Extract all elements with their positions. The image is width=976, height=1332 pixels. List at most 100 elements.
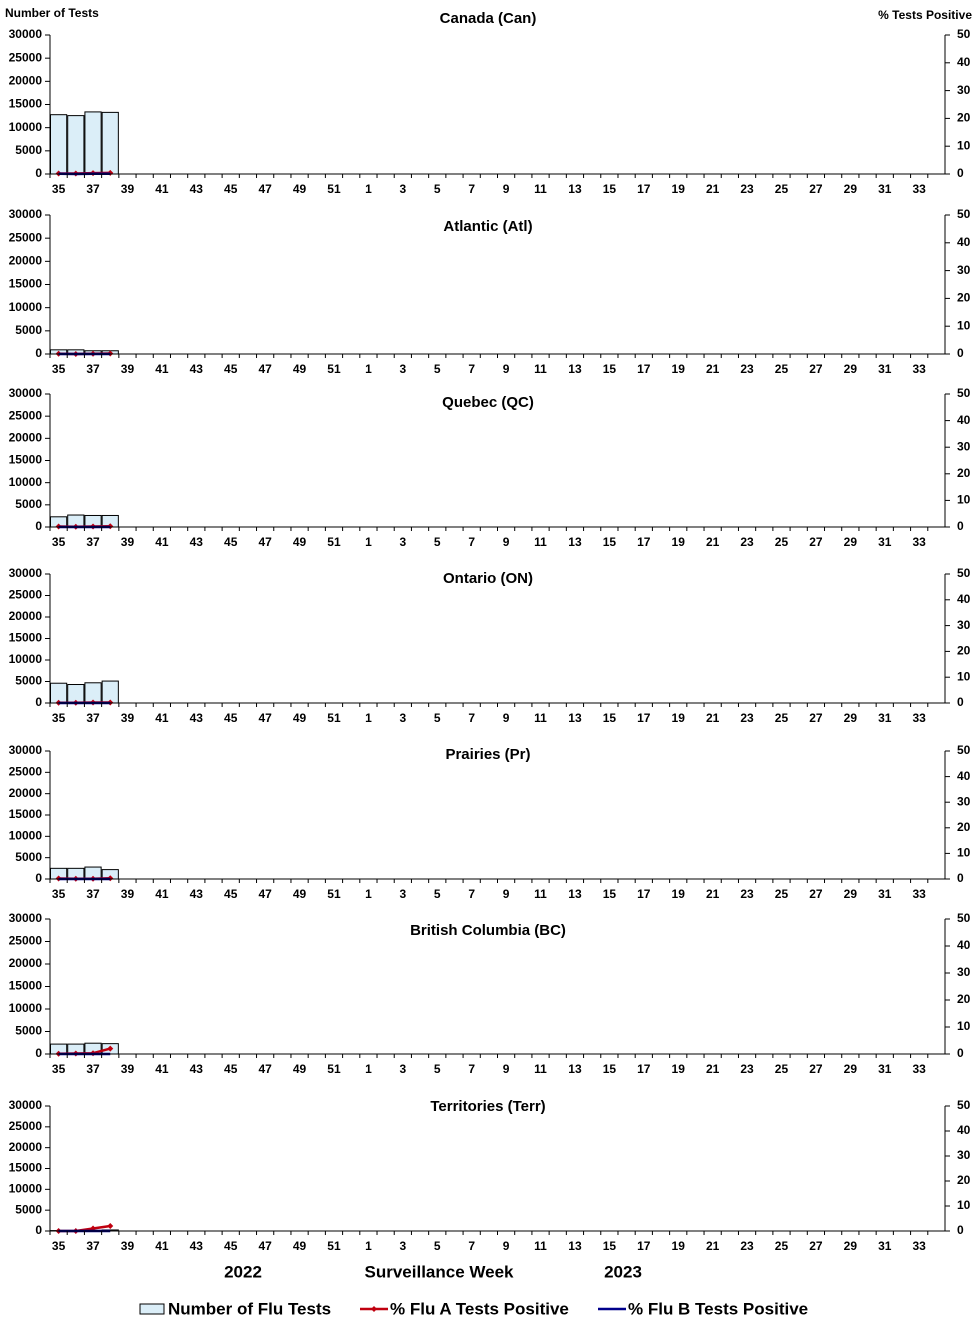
y2-tick-label: 50	[957, 207, 971, 221]
x-tick-label: 5	[434, 182, 441, 196]
y2-tick-label: 50	[957, 1098, 971, 1112]
x-tick-label: 29	[844, 182, 858, 196]
y-tick-label: 20000	[9, 74, 43, 88]
x-tick-label: 49	[293, 887, 307, 901]
y-tick-label: 20000	[9, 786, 43, 800]
y-tick-label: 30000	[9, 207, 43, 221]
x-tick-label: 37	[86, 535, 100, 549]
legend-swatch	[139, 1303, 165, 1315]
x-tick-label: 17	[637, 1239, 651, 1253]
panel-title: Atlantic (Atl)	[443, 218, 532, 235]
x-tick-label: 3	[399, 887, 406, 901]
x-tick-label: 31	[878, 887, 892, 901]
x-tick-label: 47	[258, 362, 272, 376]
y2-tick-label: 30	[957, 794, 971, 808]
x-tick-label: 25	[775, 1062, 789, 1076]
x-tick-label: 39	[121, 182, 135, 196]
x-tick-label: 19	[672, 1062, 686, 1076]
y2-tick-label: 10	[957, 1019, 971, 1033]
x-tick-label: 25	[775, 182, 789, 196]
x-tick-label: 15	[603, 1062, 617, 1076]
x-tick-label: 41	[155, 711, 169, 725]
y2-tick-label: 30	[957, 263, 971, 277]
x-tick-label: 19	[672, 182, 686, 196]
y-tick-label: 0	[35, 871, 42, 885]
x-tick-label: 9	[503, 711, 510, 725]
y2-tick-label: 10	[957, 318, 971, 332]
x-tick-label: 39	[121, 1239, 135, 1253]
marker	[107, 1045, 114, 1052]
y2-tick-label: 0	[957, 1046, 964, 1060]
y-tick-label: 0	[35, 695, 42, 709]
panel-title: Ontario (ON)	[443, 570, 533, 587]
x-tick-label: 3	[399, 1062, 406, 1076]
x-tick-label: 11	[534, 182, 547, 196]
y-tick-label: 15000	[9, 807, 43, 821]
y-tick-label: 5000	[15, 850, 42, 864]
x-tick-label: 33	[913, 711, 927, 725]
y2-tick-label: 0	[957, 695, 964, 709]
x-tick-label: 39	[121, 362, 135, 376]
x-tick-label: 5	[434, 535, 441, 549]
y-tick-label: 20000	[9, 956, 43, 970]
x-tick-label: 21	[706, 1239, 720, 1253]
x-tick-label: 51	[327, 362, 341, 376]
y-tick-label: 20000	[9, 254, 43, 268]
x-tick-label: 47	[258, 1239, 272, 1253]
x-tick-label: 31	[878, 362, 892, 376]
x-tick-label: 19	[672, 535, 686, 549]
x-tick-label: 13	[568, 887, 582, 901]
x-tick-label: 41	[155, 1062, 169, 1076]
y2-tick-label: 40	[957, 769, 971, 783]
x-tick-label: 15	[603, 535, 617, 549]
y2-tick-label: 40	[957, 413, 971, 427]
x-tick-label: 13	[568, 362, 582, 376]
x-tick-label: 35	[52, 535, 66, 549]
x-tick-label: 15	[603, 1239, 617, 1253]
x-tick-label: 11	[534, 535, 547, 549]
x-tick-label: 27	[809, 182, 823, 196]
marker	[107, 1223, 114, 1229]
x-tick-label: 35	[52, 711, 66, 725]
x-tick-label: 21	[706, 362, 720, 376]
x-tick-label: 51	[327, 887, 341, 901]
x-tick-label: 49	[293, 711, 307, 725]
y2-tick-label: 50	[957, 27, 971, 41]
y2-tick-label: 20	[957, 111, 971, 125]
x-tick-label: 41	[155, 887, 169, 901]
x-tick-label: 11	[534, 362, 547, 376]
panel-title: Prairies (Pr)	[445, 746, 530, 763]
x-tick-label: 5	[434, 1239, 441, 1253]
x-tick-label: 13	[568, 711, 582, 725]
y-tick-label: 0	[35, 519, 42, 533]
y2-tick-label: 40	[957, 1123, 971, 1137]
legend-label: % Flu B Tests Positive	[628, 1299, 808, 1318]
y2-tick-label: 20	[957, 1173, 971, 1187]
y2-tick-label: 40	[957, 55, 971, 69]
x-tick-label: 41	[155, 182, 169, 196]
y-tick-label: 20000	[9, 431, 43, 445]
y-tick-label: 30000	[9, 27, 43, 41]
x-tick-label: 51	[327, 1062, 341, 1076]
y2-tick-label: 10	[957, 493, 971, 507]
y2-tick-label: 20	[957, 291, 971, 305]
x-axis-label: Surveillance Week	[365, 1262, 515, 1281]
x-tick-label: 21	[706, 711, 720, 725]
x-tick-label: 21	[706, 535, 720, 549]
y-axis-label: Number of Tests	[5, 6, 99, 20]
y-tick-label: 10000	[9, 1001, 43, 1015]
x-tick-label: 9	[503, 182, 510, 196]
x-tick-label: 35	[52, 1239, 66, 1253]
x-tick-label: 43	[190, 362, 204, 376]
x-tick-label: 27	[809, 1062, 823, 1076]
y-tick-label: 10000	[9, 1182, 43, 1196]
y-tick-label: 5000	[15, 497, 42, 511]
x-tick-label: 45	[224, 362, 238, 376]
x-tick-label: 7	[468, 1239, 475, 1253]
y-tick-label: 25000	[9, 50, 43, 64]
y-tick-label: 5000	[15, 674, 42, 688]
y2-tick-label: 30	[957, 965, 971, 979]
y2-tick-label: 50	[957, 386, 971, 400]
x-tick-label: 35	[52, 362, 66, 376]
x-tick-label: 29	[844, 535, 858, 549]
